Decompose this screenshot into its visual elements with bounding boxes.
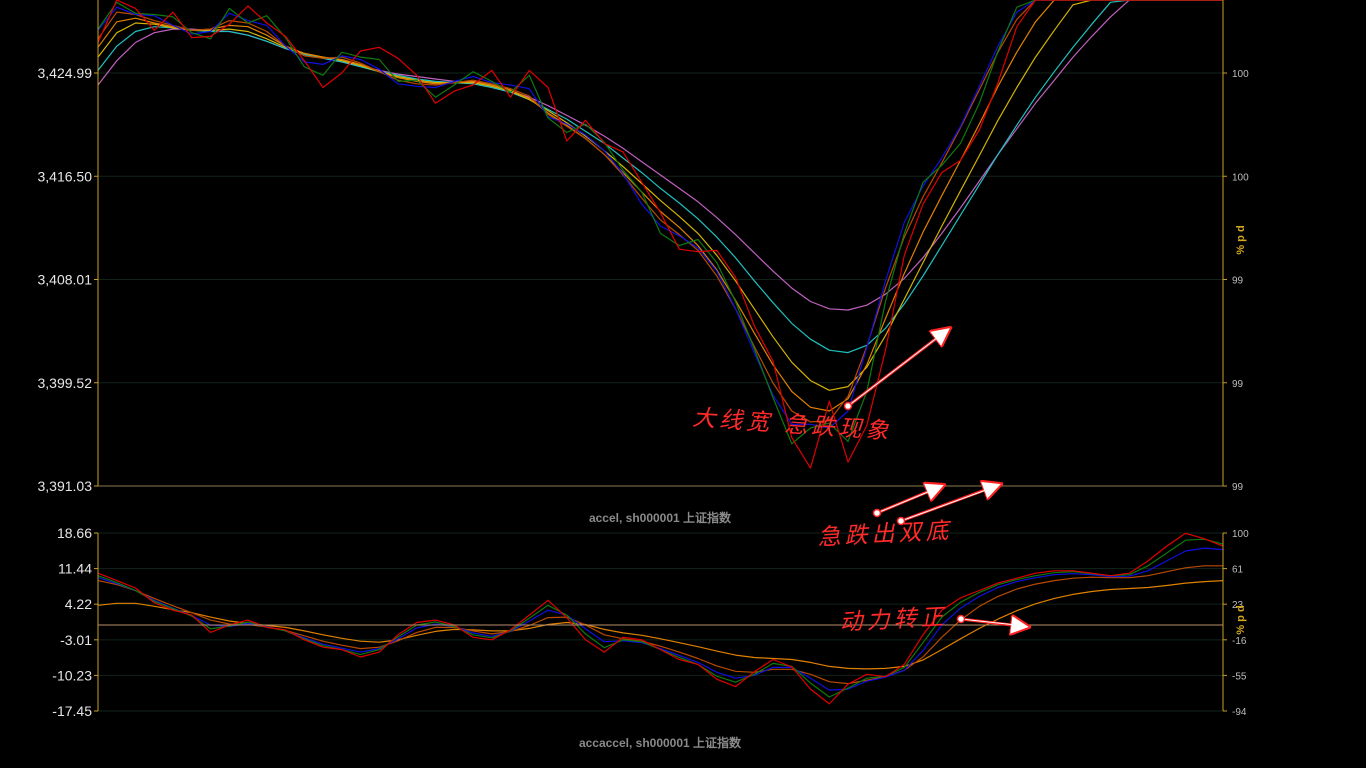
accel-y-tick-label: -17.45 bbox=[52, 703, 92, 719]
accel-right-tick-label: 23 bbox=[1232, 600, 1244, 611]
price-series-line-6 bbox=[97, 0, 1223, 354]
accel-right-ticks: 100 61 23 -16 -55 -94 bbox=[1223, 529, 1249, 718]
price-right-tick-label: 99 bbox=[1232, 482, 1244, 493]
price-y-tick-label: 3,416.50 bbox=[38, 168, 93, 184]
accel-right-tick-label: -94 bbox=[1232, 707, 1247, 718]
price-grid bbox=[98, 72, 1223, 487]
accel-y-tick-label: 18.66 bbox=[57, 525, 92, 541]
price-y-tick-label: 3,399.52 bbox=[38, 375, 93, 391]
price-y-tick-label: 3,391.03 bbox=[38, 478, 93, 494]
accel-panel: 18.66 11.44 4.22 -3.01 -10.23 -17.45 100 61 23 -… bbox=[52, 525, 1249, 750]
annotation-momentum-positive: 动力转正 bbox=[839, 604, 1029, 636]
annotation-double-bottom-text: 急跌出双底 bbox=[817, 518, 953, 551]
accel-series-line-1 bbox=[97, 538, 1224, 698]
accel-series bbox=[97, 532, 1224, 705]
price-panel: 3,424.99 3,416.50 3,408.01 3,399.52 3,391.03… bbox=[38, 0, 1249, 525]
annotation-wide-fall-dot bbox=[843, 401, 853, 411]
accel-right-unit: % p d bbox=[1235, 605, 1247, 634]
price-right-unit: % p d bbox=[1235, 225, 1247, 254]
annotation-wide-fall-arrow-core bbox=[847, 330, 947, 407]
annotation-momentum-dot bbox=[956, 614, 966, 624]
accel-y-tick-label: 4.22 bbox=[65, 596, 92, 612]
annotation-double-bottom: 急跌出双底 bbox=[817, 484, 1001, 551]
accel-right-tick-label: -55 bbox=[1232, 671, 1247, 682]
accel-y-tick-label: -10.23 bbox=[52, 667, 92, 683]
price-y-tick-label: 3,424.99 bbox=[38, 65, 93, 81]
accel-right-tick-label: 100 bbox=[1232, 529, 1249, 540]
annotation-double-bottom-arrow-2-core bbox=[900, 485, 998, 522]
accel-series-line-4 bbox=[97, 580, 1224, 670]
annotation-momentum-positive-text: 动力转正 bbox=[839, 604, 948, 636]
accel-grid bbox=[98, 532, 1223, 712]
price-right-tick-label: 100 bbox=[1232, 69, 1249, 80]
price-y-ticks: 3,424.99 3,416.50 3,408.01 3,399.52 3,391.03 bbox=[38, 65, 98, 494]
annotation-double-bottom-dot-1 bbox=[872, 508, 882, 518]
accel-panel-title: accaccel, sh000001 上证指数 bbox=[579, 735, 742, 750]
annotation-double-bottom-arrow-1-core bbox=[876, 486, 941, 514]
price-panel-title: accel, sh000001 上证指数 bbox=[589, 510, 732, 525]
price-y-tick-label: 3,408.01 bbox=[38, 272, 93, 288]
price-series bbox=[97, 0, 1223, 469]
price-right-ticks: 100 100 99 99 99 bbox=[1223, 69, 1249, 493]
accel-series-line-2 bbox=[97, 547, 1224, 691]
accel-right-tick-label: 61 bbox=[1232, 565, 1244, 576]
price-series-line-0 bbox=[97, 0, 1223, 469]
price-series-line-5 bbox=[97, 0, 1223, 391]
annotation-momentum-arrow-core bbox=[960, 618, 1026, 627]
price-right-tick-label: 99 bbox=[1232, 379, 1244, 390]
accel-y-tick-label: 11.44 bbox=[58, 561, 92, 577]
price-series-line-2 bbox=[97, 0, 1223, 429]
accel-series-line-0 bbox=[97, 532, 1224, 705]
accel-right-tick-label: -16 bbox=[1232, 636, 1247, 647]
price-right-tick-label: 99 bbox=[1232, 276, 1244, 287]
accel-y-ticks: 18.66 11.44 4.22 -3.01 -10.23 -17.45 bbox=[52, 525, 98, 719]
price-series-line-1 bbox=[97, 0, 1223, 445]
accel-y-tick-label: -3.01 bbox=[60, 632, 92, 648]
price-series-line-4 bbox=[97, 0, 1223, 412]
price-series-line-7 bbox=[97, 0, 1223, 311]
annotation-double-bottom-dot-2 bbox=[896, 516, 906, 526]
price-right-tick-label: 100 bbox=[1232, 172, 1249, 183]
